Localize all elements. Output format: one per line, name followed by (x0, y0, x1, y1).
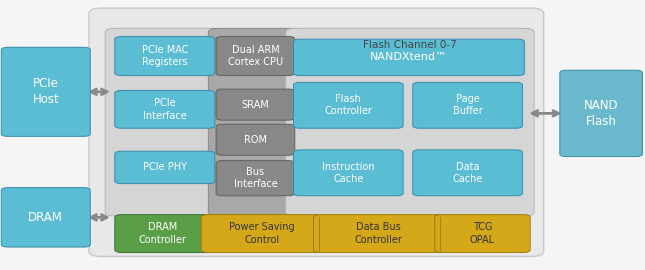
FancyBboxPatch shape (293, 150, 403, 196)
FancyBboxPatch shape (201, 215, 322, 252)
Text: Data
Cache: Data Cache (452, 162, 483, 184)
Text: PCIe MAC
Registers: PCIe MAC Registers (141, 45, 188, 67)
FancyBboxPatch shape (216, 36, 295, 76)
Text: TCG
OPAL: TCG OPAL (470, 222, 495, 245)
Text: NANDXtend™: NANDXtend™ (370, 52, 448, 62)
FancyBboxPatch shape (293, 82, 403, 128)
Text: PCIe
Host: PCIe Host (32, 77, 59, 106)
Text: Flash
Controller: Flash Controller (324, 94, 372, 116)
FancyBboxPatch shape (413, 150, 522, 196)
FancyBboxPatch shape (105, 28, 224, 216)
Text: Flash Channel 0-7: Flash Channel 0-7 (362, 39, 457, 50)
Text: PCIe PHY: PCIe PHY (143, 162, 187, 173)
Text: NAND
Flash: NAND Flash (584, 99, 619, 128)
Text: Instruction
Cache: Instruction Cache (322, 162, 375, 184)
FancyBboxPatch shape (1, 188, 90, 247)
FancyBboxPatch shape (313, 215, 444, 252)
FancyBboxPatch shape (560, 70, 642, 157)
FancyBboxPatch shape (286, 28, 534, 216)
FancyBboxPatch shape (413, 82, 522, 128)
Text: Bus
Interface: Bus Interface (233, 167, 277, 189)
FancyBboxPatch shape (115, 90, 215, 128)
Text: DRAM: DRAM (28, 211, 63, 224)
Text: PCIe
Interface: PCIe Interface (143, 98, 186, 120)
FancyBboxPatch shape (208, 28, 302, 216)
Text: DRAM
Controller: DRAM Controller (139, 222, 186, 245)
Text: Power Saving
Control: Power Saving Control (229, 222, 295, 245)
FancyBboxPatch shape (435, 215, 530, 252)
FancyBboxPatch shape (115, 151, 215, 184)
FancyBboxPatch shape (115, 215, 210, 252)
FancyBboxPatch shape (115, 36, 215, 76)
FancyBboxPatch shape (216, 161, 295, 196)
Text: ROM: ROM (244, 135, 267, 145)
FancyBboxPatch shape (89, 8, 544, 256)
Text: Page
Buffer: Page Buffer (453, 94, 482, 116)
Text: Data Bus
Controller: Data Bus Controller (355, 222, 402, 245)
FancyBboxPatch shape (216, 124, 295, 155)
Text: SRAM: SRAM (241, 100, 270, 110)
FancyBboxPatch shape (1, 47, 90, 136)
FancyBboxPatch shape (293, 39, 524, 76)
FancyBboxPatch shape (216, 89, 295, 120)
Text: Dual ARM
Cortex CPU: Dual ARM Cortex CPU (228, 45, 283, 67)
